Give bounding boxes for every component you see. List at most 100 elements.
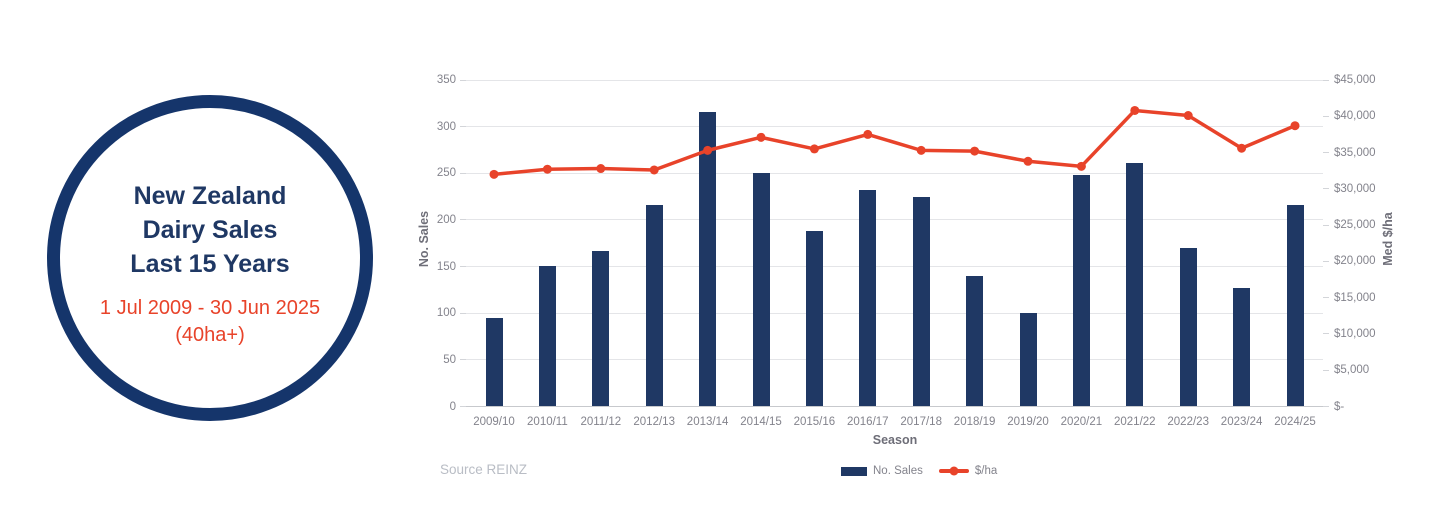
price-point-2019/20 bbox=[1023, 156, 1033, 166]
legend-label-dollar-per-ha: $/ha bbox=[974, 465, 998, 477]
right-axis-tick bbox=[1323, 297, 1329, 299]
price-point-2023/24 bbox=[1237, 143, 1247, 153]
gridline bbox=[466, 79, 1323, 81]
x-axis-line bbox=[466, 406, 1323, 407]
badge-date-range: 1 Jul 2009 - 30 Jun 2025 bbox=[99, 297, 321, 319]
price-point-2009/10 bbox=[489, 169, 499, 179]
right-axis-tick bbox=[1323, 79, 1329, 81]
x-axis-tick-label: 2009/10 bbox=[473, 415, 515, 428]
x-axis-tick-label: 2018/19 bbox=[953, 415, 996, 428]
x-axis-tick-label: 2020/21 bbox=[1060, 415, 1103, 428]
left-axis-title: No. Sales bbox=[417, 210, 431, 268]
x-axis-tick-label: 2023/24 bbox=[1220, 415, 1263, 428]
legend-label-no-sales: No. Sales bbox=[873, 465, 923, 477]
bar-2020/21 bbox=[1072, 175, 1090, 407]
right-axis-tick bbox=[1323, 260, 1329, 262]
x-axis-title: Season bbox=[872, 433, 918, 447]
left-axis-tick bbox=[460, 172, 466, 174]
price-point-2012/13 bbox=[649, 165, 659, 175]
badge-subtitle: 1 Jul 2009 - 30 Jun 2025 (40ha+) bbox=[100, 295, 320, 349]
left-axis-tick bbox=[460, 126, 466, 128]
title-badge-circle: New Zealand Dairy Sales Last 15 Years 1 … bbox=[47, 95, 373, 421]
price-point-2013/14 bbox=[703, 145, 713, 155]
line-series-dot-icon bbox=[949, 466, 959, 476]
bar-2024/25 bbox=[1286, 205, 1304, 407]
left-axis-tick bbox=[460, 359, 466, 361]
price-point-2022/23 bbox=[1183, 111, 1193, 121]
right-axis-tick-label: $25,000 bbox=[1334, 219, 1376, 232]
bar-2012/13 bbox=[645, 205, 663, 407]
bar-2009/10 bbox=[485, 317, 503, 407]
bar-2023/24 bbox=[1233, 288, 1251, 407]
bar-2013/14 bbox=[699, 111, 717, 407]
bar-2017/18 bbox=[912, 196, 930, 407]
left-axis-tick bbox=[460, 266, 466, 268]
right-axis-tick bbox=[1323, 333, 1329, 335]
left-axis-tick bbox=[460, 79, 466, 81]
right-axis-tick bbox=[1323, 406, 1329, 407]
bar-2015/16 bbox=[805, 231, 823, 407]
left-axis-tick bbox=[460, 312, 466, 314]
x-axis-tick-label: 2024/25 bbox=[1274, 415, 1316, 428]
gridline bbox=[466, 172, 1323, 174]
bar-2018/19 bbox=[966, 275, 984, 407]
price-point-2011/12 bbox=[596, 164, 606, 174]
badge-title-line: Dairy Sales bbox=[142, 216, 278, 244]
price-point-2015/16 bbox=[809, 144, 819, 154]
x-axis-tick-label: 2014/15 bbox=[740, 415, 782, 428]
right-axis-title: Med $/ha bbox=[1381, 212, 1395, 266]
badge-title: New Zealand Dairy Sales Last 15 Years bbox=[130, 179, 289, 281]
x-axis-tick-label: 2012/13 bbox=[633, 415, 675, 428]
price-point-2017/18 bbox=[916, 145, 926, 155]
right-axis-tick-label: $10,000 bbox=[1334, 327, 1376, 340]
x-axis-tick-label: 2010/11 bbox=[527, 415, 568, 428]
gridline bbox=[466, 359, 1323, 361]
price-line-series bbox=[489, 105, 1300, 179]
left-axis-tick-label: 100 bbox=[436, 307, 456, 320]
bar-2022/23 bbox=[1179, 247, 1197, 407]
badge-size-filter: (40ha+) bbox=[175, 324, 245, 346]
right-axis-tick-label: $15,000 bbox=[1334, 291, 1376, 304]
legend-item-dollar-per-ha: $/ha bbox=[938, 465, 998, 477]
right-axis-tick bbox=[1323, 224, 1329, 226]
right-axis-tick-label: $40,000 bbox=[1334, 110, 1376, 123]
x-axis-tick-label: 2022/23 bbox=[1167, 415, 1209, 428]
left-axis-tick bbox=[460, 406, 466, 407]
right-axis-tick-label: $20,000 bbox=[1334, 255, 1376, 268]
left-axis-tick-label: 350 bbox=[436, 74, 456, 86]
price-line-path bbox=[492, 108, 1297, 177]
x-axis-tick-label: 2016/17 bbox=[847, 415, 889, 428]
left-axis-tick-label: 250 bbox=[436, 167, 456, 180]
bar-2010/11 bbox=[538, 265, 556, 407]
price-point-2010/11 bbox=[542, 164, 552, 174]
left-axis-tick-label: 300 bbox=[436, 120, 456, 133]
price-point-2020/21 bbox=[1076, 161, 1086, 171]
left-axis-tick-label: 200 bbox=[436, 213, 456, 226]
left-axis-tick-label: 0 bbox=[449, 400, 456, 413]
source-attribution: Source REINZ bbox=[440, 462, 528, 477]
badge-title-line: Last 15 Years bbox=[130, 250, 290, 278]
bar-2014/15 bbox=[752, 173, 770, 407]
x-axis-tick-label: 2013/14 bbox=[686, 415, 729, 428]
bar-2021/22 bbox=[1126, 163, 1144, 407]
x-axis-tick-label: 2021/22 bbox=[1114, 415, 1156, 428]
left-axis-tick bbox=[460, 219, 466, 221]
x-axis-tick-label: 2015/16 bbox=[793, 415, 836, 428]
badge-title-line: New Zealand bbox=[133, 182, 287, 210]
right-axis-tick bbox=[1323, 369, 1329, 371]
x-axis-tick-label: 2017/18 bbox=[900, 415, 942, 428]
price-point-2016/17 bbox=[863, 129, 873, 139]
right-axis-tick-label: $30,000 bbox=[1334, 182, 1376, 195]
price-point-2014/15 bbox=[756, 132, 766, 142]
bar-2011/12 bbox=[592, 250, 610, 407]
x-axis-tick-label: 2019/20 bbox=[1007, 415, 1049, 428]
legend-item-no-sales: No. Sales bbox=[841, 465, 923, 477]
price-point-2024/25 bbox=[1290, 121, 1300, 131]
bar-series-swatch-icon bbox=[841, 466, 867, 476]
chart-legend: No. Sales $/ha bbox=[841, 465, 997, 477]
right-axis-tick bbox=[1323, 152, 1329, 154]
bar-2019/20 bbox=[1019, 313, 1037, 407]
line-series-swatch-icon bbox=[938, 466, 969, 476]
right-axis-tick bbox=[1323, 188, 1329, 190]
